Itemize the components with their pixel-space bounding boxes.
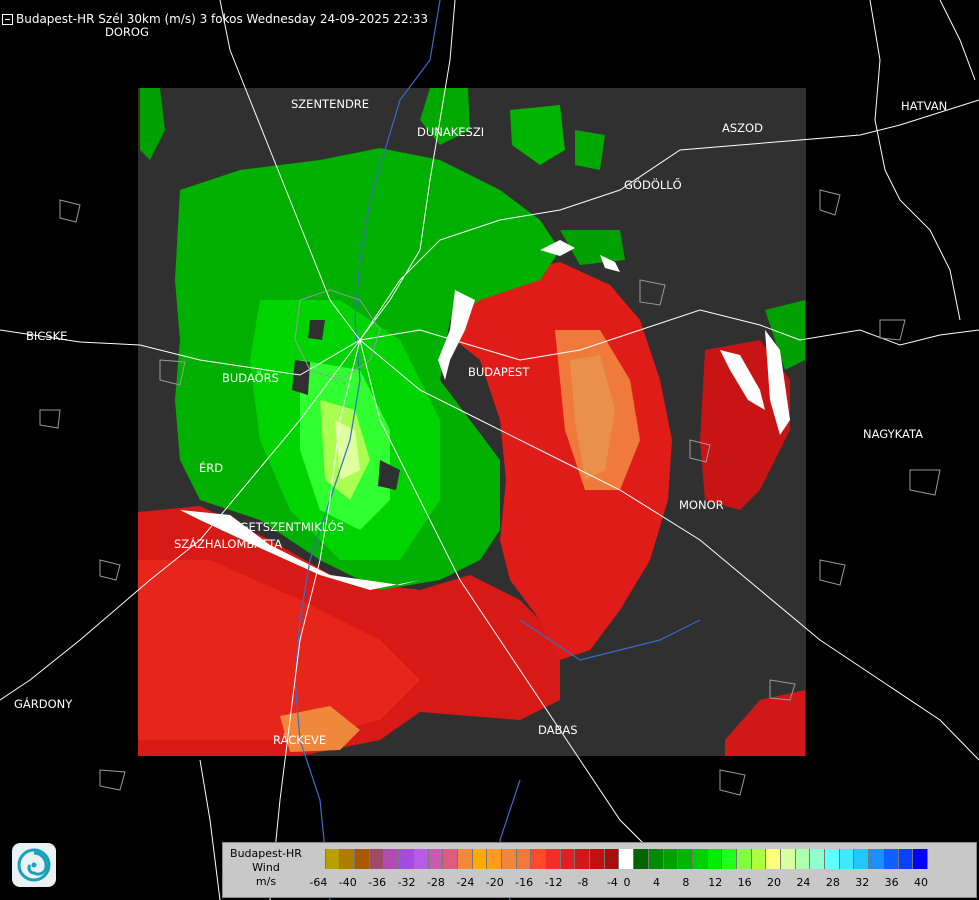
legend-swatch xyxy=(457,849,473,869)
map-header: Budapest-HR Szél 30km (m/s) 3 fokos Wedn… xyxy=(2,12,428,26)
legend-swatch xyxy=(604,849,620,869)
map-title: Budapest-HR Szél 30km (m/s) 3 fokos Wedn… xyxy=(16,12,428,26)
legend-tick: -36 xyxy=(368,876,387,889)
legend-tick: 24 xyxy=(796,876,811,889)
town-label: GÁRDONY xyxy=(14,696,73,711)
legend-tick: 20 xyxy=(767,876,782,889)
legend-tick: -20 xyxy=(485,876,504,889)
town-label: RÁCKEVE xyxy=(273,732,326,747)
legend-swatch xyxy=(883,849,899,869)
legend-tick: 4 xyxy=(652,876,660,889)
legend-swatch xyxy=(913,849,928,869)
legend-swatch xyxy=(839,849,855,869)
legend-swatch xyxy=(501,849,517,869)
legend-tick: 12 xyxy=(708,876,723,889)
legend-swatch xyxy=(854,849,870,869)
legend-tick: -16 xyxy=(515,876,534,889)
legend-swatch xyxy=(722,849,737,869)
legend-swatch xyxy=(736,849,752,869)
legend-swatch xyxy=(560,849,576,869)
legend-swatch xyxy=(751,849,767,869)
legend-swatch xyxy=(531,849,546,869)
legend-title-product: Wind xyxy=(252,861,280,874)
legend-swatch xyxy=(399,849,414,869)
town-outlines xyxy=(39,189,941,796)
legend-swatch xyxy=(692,849,708,869)
town-label: ASZOD xyxy=(722,121,763,135)
legend-swatch xyxy=(663,849,679,869)
legend-tick-labels: -64 -40 -36 -32 -28 -24 -20 -16 -12 -8 -4 0 4 8 12 16 20… xyxy=(309,876,971,892)
legend-swatch xyxy=(340,849,356,869)
window-icon[interactable] xyxy=(2,13,13,25)
legend-tick: 32 xyxy=(855,876,870,889)
legend-swatch xyxy=(781,849,796,869)
wind-legend: Budapest-HR Wind m/s -64 -40 -36 -32 -28 -24-… xyxy=(222,842,977,898)
town-label: HATVAN xyxy=(901,99,947,113)
legend-swatch xyxy=(487,849,502,869)
legend-title-radar: Budapest-HR xyxy=(230,847,302,860)
legend-swatch xyxy=(575,849,591,869)
legend-title: Budapest-HR Wind m/s xyxy=(225,847,307,889)
legend-swatch xyxy=(898,849,914,869)
legend-swatch xyxy=(810,849,826,869)
legend-tick: -8 xyxy=(577,876,589,889)
town-label: NAGYKATA xyxy=(863,427,923,441)
met-service-logo-icon[interactable] xyxy=(12,843,56,887)
legend-tick: -32 xyxy=(397,876,416,889)
legend-swatch xyxy=(634,849,649,869)
legend-swatch xyxy=(766,849,781,869)
legend-swatch xyxy=(325,849,341,869)
legend-swatch xyxy=(678,849,693,869)
radar-echoes xyxy=(138,88,805,756)
legend-swatch xyxy=(516,849,532,869)
town-label: SZENTENDRE xyxy=(291,97,369,111)
legend-swatch xyxy=(648,849,664,869)
legend-tick: 36 xyxy=(884,876,899,889)
legend-swatch xyxy=(311,849,326,869)
swirl-icon xyxy=(17,848,51,882)
town-label: BUDAPEST xyxy=(468,365,530,379)
legend-tick: -24 xyxy=(456,876,475,889)
legend-tick: 0 xyxy=(623,876,631,889)
legend-tick: 16 xyxy=(737,876,752,889)
legend-swatch xyxy=(707,849,723,869)
legend-swatch xyxy=(355,849,370,869)
legend-swatch xyxy=(428,849,444,869)
legend-swatch xyxy=(590,849,605,869)
legend-tick: -28 xyxy=(426,876,445,889)
legend-swatch xyxy=(795,849,811,869)
legend-swatch xyxy=(472,849,488,869)
legend-swatch xyxy=(443,849,458,869)
legend-tick: 8 xyxy=(682,876,690,889)
legend-tick: -12 xyxy=(544,876,563,889)
legend-swatch xyxy=(869,849,884,869)
legend-title-unit: m/s xyxy=(255,875,277,888)
town-label: MONOR xyxy=(679,498,724,512)
legend-tick: -40 xyxy=(338,876,357,889)
legend-tick: -64 xyxy=(309,876,328,889)
legend-tick: 28 xyxy=(825,876,840,889)
town-label: DOROG xyxy=(105,25,149,39)
town-label: DABAS xyxy=(538,723,578,737)
legend-swatch xyxy=(413,849,429,869)
town-label: DUNAKESZI xyxy=(417,125,484,139)
town-label: SZÁZHALOMBATTA xyxy=(174,536,282,551)
legend-swatch xyxy=(546,849,561,869)
town-label: BUDAÖRS xyxy=(222,369,279,385)
legend-swatch xyxy=(619,849,635,869)
town-label: GÖDÖLLŐ xyxy=(624,176,682,192)
legend-tick: 40 xyxy=(914,876,929,889)
legend-color-scale xyxy=(311,849,928,869)
legend-swatch xyxy=(825,849,840,869)
legend-swatch xyxy=(384,849,400,869)
town-label: BICSKE xyxy=(26,329,67,343)
legend-swatch xyxy=(369,849,385,869)
town-label: ÉRD xyxy=(199,460,223,475)
legend-tick: -4 xyxy=(606,876,618,889)
town-label: SZIGETSZENTMIKLÓS xyxy=(221,519,344,534)
